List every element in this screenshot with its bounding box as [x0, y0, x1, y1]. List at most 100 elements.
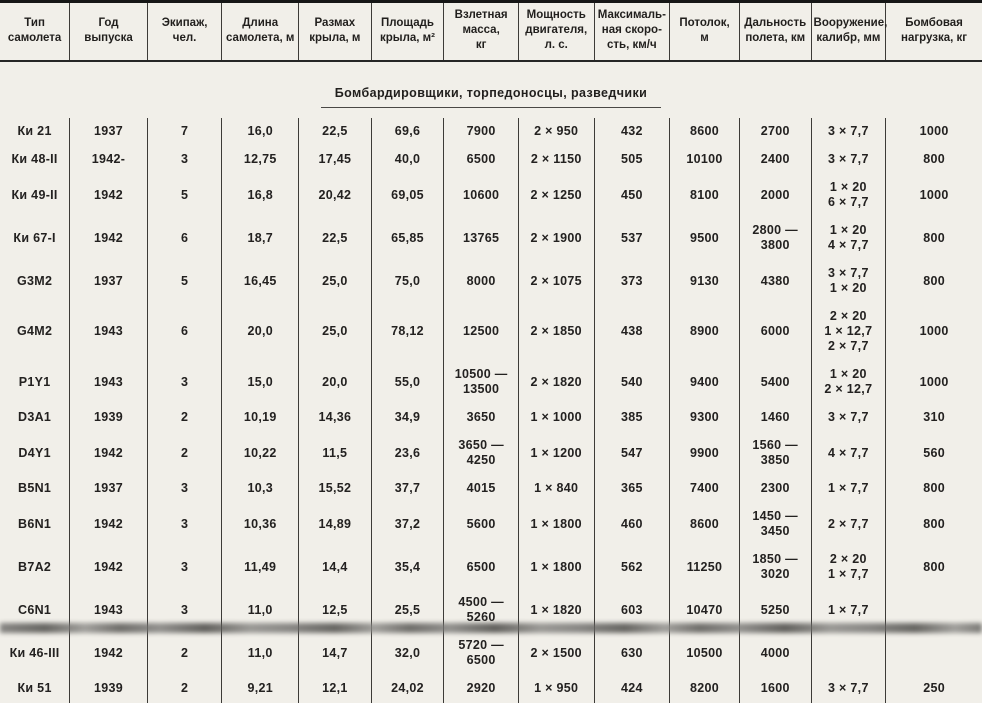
table-cell: 1943 — [69, 302, 148, 361]
table-cell: 4 × 7,7 — [810, 431, 886, 475]
table-cell: 13765 — [443, 216, 519, 260]
table-cell: 2800 — 3800 — [738, 216, 812, 260]
table-cell: 1 × 20 4 × 7,7 — [810, 216, 886, 260]
table-cell: 1937 — [69, 259, 148, 303]
table-cell: 20,0 — [298, 360, 372, 404]
table-cell: 1 × 1800 — [517, 502, 595, 546]
table-cell: 9500 — [669, 216, 740, 260]
table-cell: 69,05 — [370, 173, 444, 217]
column-header-takeoff-mass: Взлетная масса, кг — [443, 1, 519, 62]
table-row: Ки 48-II 1942- 3 12,75 17,45 40,0 6500 2 × 1150… — [0, 145, 982, 174]
table-cell: 800 — [885, 502, 982, 546]
table-cell: 800 — [885, 545, 982, 589]
table-row: Ки 46-III 1942 2 11,0 14,7 32,0 5720 — 6500 2 ×… — [0, 631, 982, 675]
table-cell: 18,7 — [221, 216, 299, 260]
table-cell: 2 × 1850 — [517, 302, 595, 361]
table-cell: 6 — [146, 302, 222, 361]
table-cell: 69,6 — [370, 117, 444, 146]
table-cell: 10,36 — [221, 502, 299, 546]
table-cell: 10100 — [669, 145, 740, 174]
table-cell: 3 × 7,7 — [810, 117, 886, 146]
table-cell: 1 × 1000 — [517, 403, 595, 432]
table-cell: 2 — [146, 674, 222, 703]
table-row: D3A1 1939 2 10,19 14,36 34,9 3650 1 × 1000 385 93… — [0, 403, 982, 432]
table-row: Ки 49-II 1942 5 16,8 20,42 69,05 10600 2 × 1250… — [0, 173, 982, 217]
table-cell: 1 × 950 — [517, 674, 595, 703]
table-cell: 3 — [146, 474, 222, 503]
table-cell: 1942 — [69, 173, 148, 217]
column-header-crew: Экипаж, чел. — [146, 1, 222, 62]
table-cell: 4380 — [738, 259, 812, 303]
table-cell: 14,89 — [298, 502, 372, 546]
table-cell: 8600 — [669, 117, 740, 146]
table-cell: 11,49 — [221, 545, 299, 589]
table-body: Бомбардировщики, торпедоносцы, разведчик… — [0, 61, 982, 703]
table-cell: 22,5 — [298, 117, 372, 146]
table-cell: 75,0 — [370, 259, 444, 303]
table-cell: 10,3 — [221, 474, 299, 503]
table-cell: 7400 — [669, 474, 740, 503]
table-row: B6N1 1942 3 10,36 14,89 37,2 5600 1 × 1800 460 86… — [0, 502, 982, 546]
table-row: Ки 67-I 1942 6 18,7 22,5 65,85 13765 2 × 1900 53… — [0, 216, 982, 260]
table-cell: 2 × 1820 — [517, 360, 595, 404]
table-cell: 1 × 20 2 × 12,7 — [810, 360, 886, 404]
table-cell: 1460 — [738, 403, 812, 432]
table-cell: 1000 — [885, 360, 982, 404]
table-cell: 11,0 — [221, 631, 299, 675]
table-cell: 9130 — [669, 259, 740, 303]
header-row: Тип самолета Год выпуска Экипаж, чел. Дл… — [0, 1, 982, 62]
table-cell: 1939 — [69, 674, 148, 703]
column-header-range: Дальность полета, км — [738, 1, 812, 62]
table-cell: B5N1 — [18, 481, 52, 496]
table-cell: 37,7 — [370, 474, 444, 503]
table-cell: 1937 — [69, 117, 148, 146]
table-cell: 547 — [593, 431, 670, 475]
table-cell: 14,36 — [298, 403, 372, 432]
table-cell: P1Y1 — [18, 374, 51, 389]
table-cell: 37,2 — [370, 502, 444, 546]
table-cell: 1560 — 3850 — [738, 431, 812, 475]
table-cell: 373 — [593, 259, 670, 303]
table-cell: 1937 — [69, 474, 148, 503]
table-cell: 537 — [593, 216, 670, 260]
table-cell: 562 — [593, 545, 670, 589]
table-cell: 1000 — [885, 117, 982, 146]
table-cell: 7 — [146, 117, 222, 146]
table-cell: B7A2 — [18, 559, 52, 574]
table-cell: 1939 — [69, 403, 148, 432]
column-header-engine-power: Мощность двигателя, л. с. — [517, 1, 595, 62]
table-cell: 20,0 — [221, 302, 299, 361]
column-header-bomb-load: Бомбовая нагрузка, кг — [885, 1, 982, 62]
table-cell: Ки 48-II — [11, 152, 58, 167]
table-cell: 16,8 — [221, 173, 299, 217]
table-cell: 10600 — [443, 173, 519, 217]
table-cell: 7900 — [443, 117, 519, 146]
table-cell: 5600 — [443, 502, 519, 546]
table-cell: 8000 — [443, 259, 519, 303]
table-cell: 2 × 1150 — [517, 145, 595, 174]
column-header-max-speed: Максималь- ная скоро- сть, км/ч — [593, 1, 670, 62]
table-cell: 5 — [146, 173, 222, 217]
table-cell: 22,5 — [298, 216, 372, 260]
table-cell: 3 — [146, 145, 222, 174]
table-cell: 1942 — [69, 545, 148, 589]
table-cell: 3650 — 4250 — [443, 431, 519, 475]
table-cell: 25,0 — [298, 302, 372, 361]
table-cell: 35,4 — [370, 545, 444, 589]
column-header-armament: Вооружение, калибр, мм — [810, 1, 887, 62]
column-header-ceiling: Потолок, м — [669, 1, 740, 62]
table-cell: 2000 — [738, 173, 812, 217]
table-cell: 8100 — [669, 173, 740, 217]
table-cell: 2 × 1250 — [517, 173, 595, 217]
table-cell: 8600 — [669, 502, 740, 546]
table-cell: 10500 — [669, 631, 740, 675]
table-cell: 3 × 7,7 — [810, 145, 886, 174]
table-cell: 23,6 — [370, 431, 444, 475]
table-cell: 2 × 20 1 × 12,7 2 × 7,7 — [810, 302, 886, 361]
table-cell: 1000 — [885, 302, 982, 361]
table-cell: 1 × 840 — [517, 474, 595, 503]
table-cell: 1942 — [69, 502, 148, 546]
table-cell: 9400 — [669, 360, 740, 404]
table-cell: 15,52 — [298, 474, 372, 503]
table-row: Ки 21 1937 7 16,0 22,5 69,6 7900 2 × 950 432 8600… — [0, 117, 982, 146]
